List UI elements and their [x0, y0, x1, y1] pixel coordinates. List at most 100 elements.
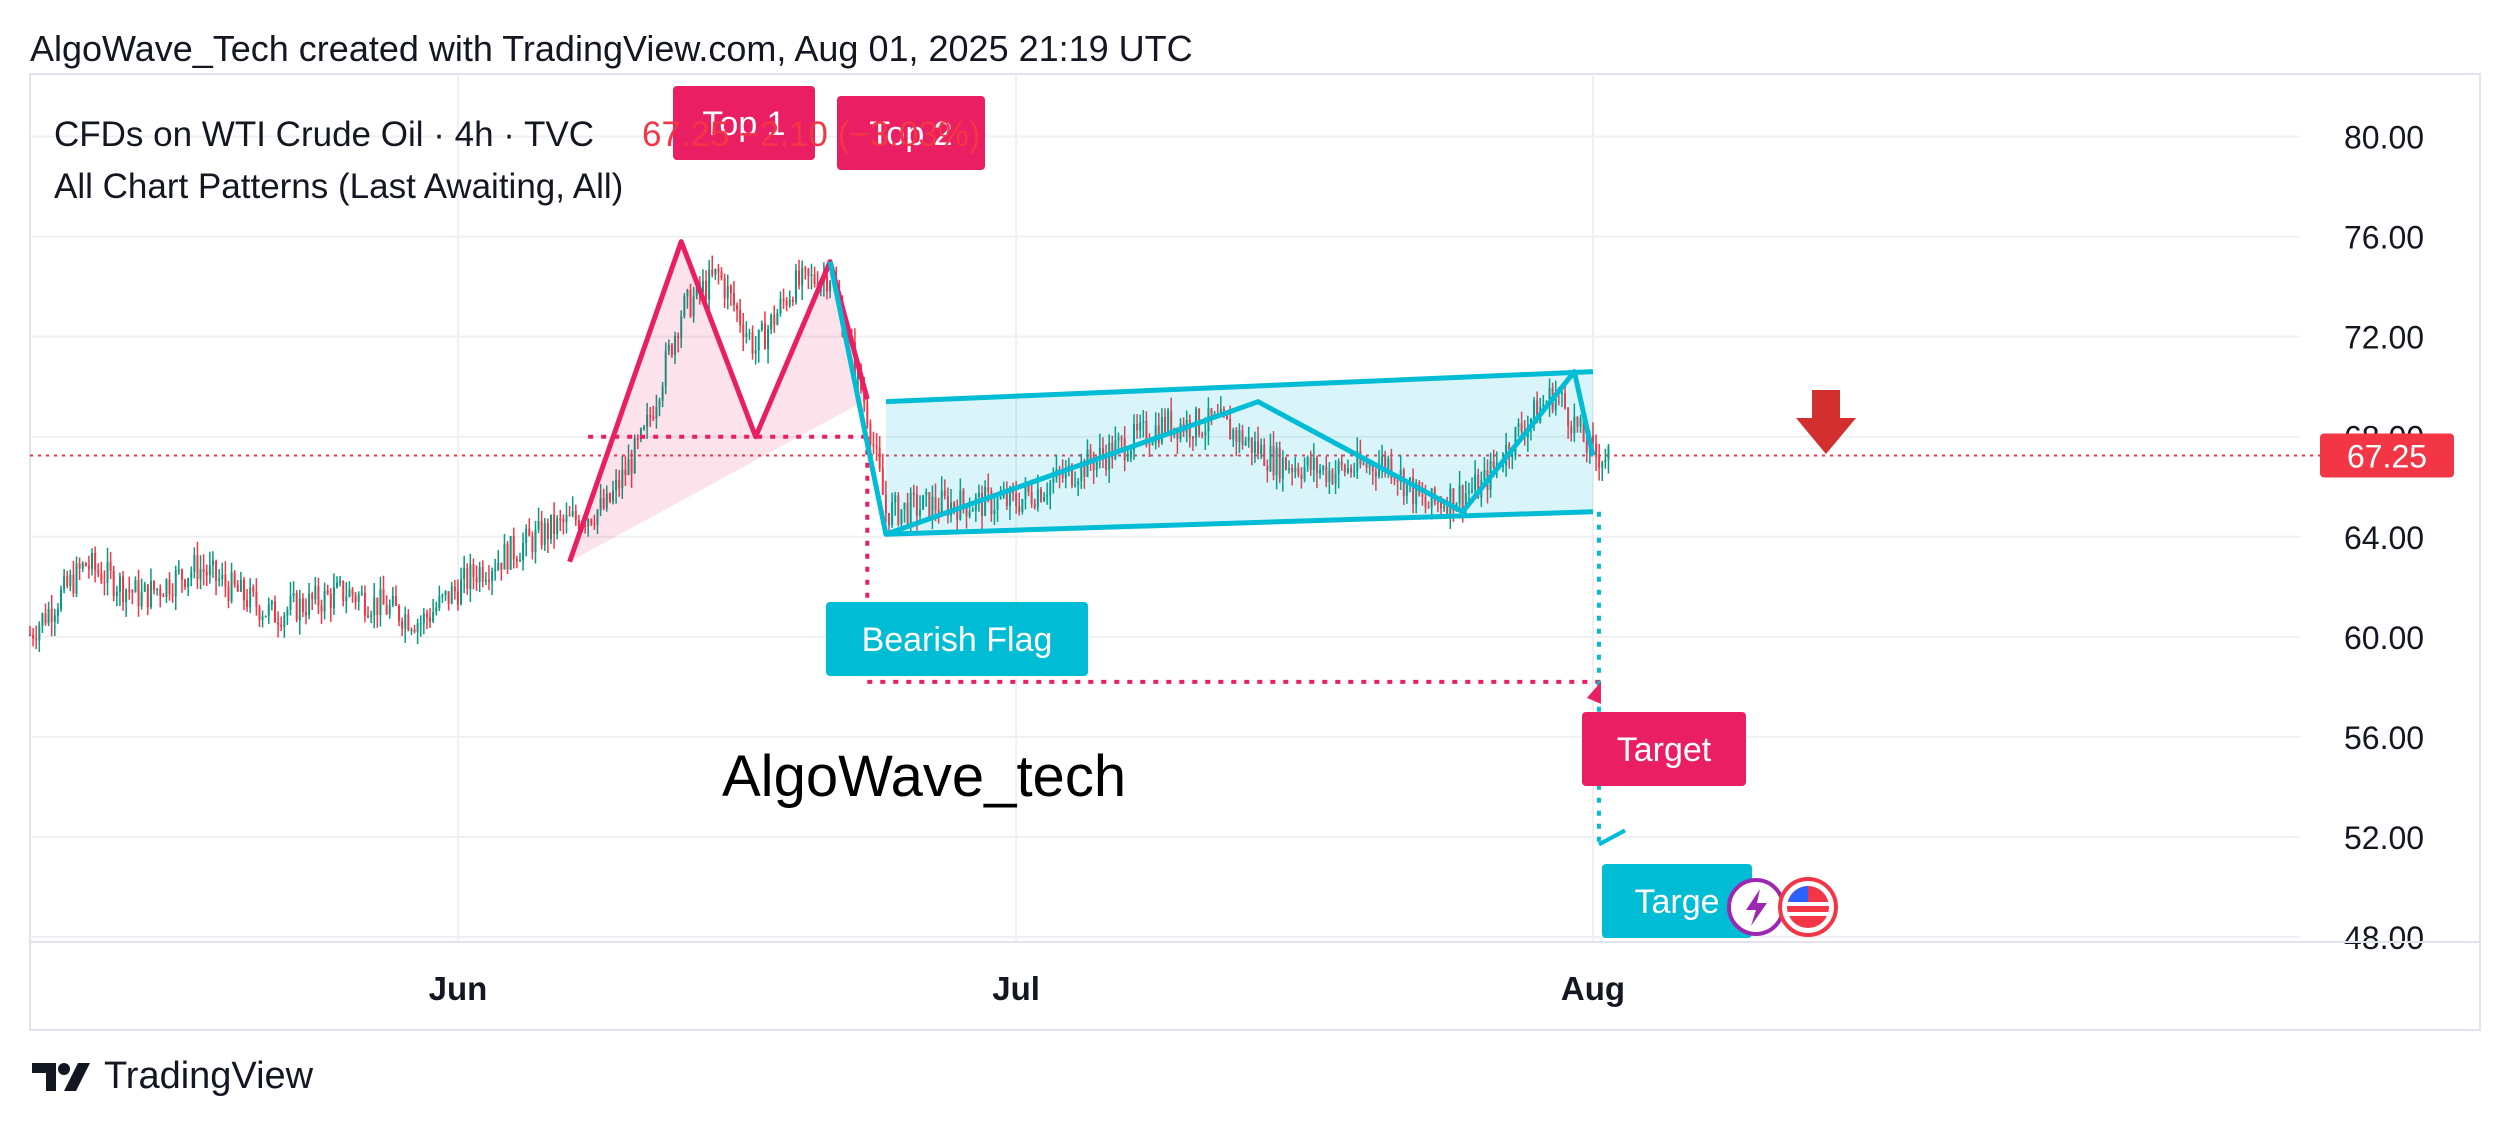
- top-1-label-box: [673, 86, 815, 160]
- candle-body: [1151, 443, 1154, 445]
- candle-body: [190, 572, 193, 579]
- candle-body: [525, 528, 528, 544]
- candle-body: [230, 572, 233, 602]
- candle-body: [1008, 488, 1011, 506]
- candle-body: [1421, 494, 1424, 497]
- candle-body: [965, 504, 968, 517]
- candle-body: [1340, 461, 1343, 466]
- candle-body: [115, 591, 118, 597]
- candle-body: [143, 584, 146, 592]
- candle-body: [1164, 417, 1166, 433]
- candle-body: [1464, 492, 1467, 509]
- flag-target-tick: [1598, 828, 1626, 847]
- candle-body: [100, 573, 103, 582]
- candle-body: [1229, 419, 1232, 440]
- candle-body: [1052, 478, 1055, 483]
- candle-body: [1585, 441, 1588, 453]
- candle-body: [348, 589, 351, 597]
- candle-body: [180, 569, 183, 580]
- candle-body: [1436, 502, 1439, 504]
- candle-body: [599, 498, 602, 511]
- candle-body: [47, 609, 50, 624]
- candle-body: [556, 518, 559, 535]
- candle-body: [1328, 470, 1331, 482]
- candle-body: [1517, 423, 1520, 428]
- candle-body: [193, 555, 196, 573]
- candle-body: [1191, 436, 1194, 439]
- candle-body: [1601, 462, 1604, 468]
- candle-body: [1390, 458, 1393, 479]
- candle-body: [739, 309, 742, 325]
- candle-body: [705, 281, 708, 300]
- flag-target-label: Targe: [1634, 883, 1719, 921]
- candle-body: [1567, 408, 1570, 427]
- candle-body: [382, 589, 385, 605]
- candle-body: [1467, 491, 1470, 493]
- candle-body: [50, 609, 53, 622]
- candle-body: [456, 591, 459, 605]
- candle-body: [202, 568, 205, 573]
- candle-body: [875, 445, 878, 448]
- candle-body: [1284, 457, 1287, 470]
- tradingview-brand[interactable]: TradingView: [104, 1055, 314, 1097]
- candle-body: [122, 576, 125, 602]
- candle-body: [252, 587, 255, 592]
- candle-body: [460, 579, 463, 605]
- candle-body: [242, 579, 245, 601]
- candle-body: [1483, 470, 1486, 481]
- y-tick-label: 52.00: [2344, 820, 2424, 856]
- candle-body: [773, 314, 776, 325]
- candle-body: [1591, 435, 1594, 444]
- us-flag-stripe: [1787, 902, 1829, 906]
- double-top-fill: [569, 241, 868, 562]
- candle-body: [425, 613, 428, 618]
- candle-body: [971, 509, 974, 512]
- candle-body: [1319, 469, 1322, 474]
- candle-body: [1337, 461, 1340, 474]
- flag-target-label-box: [1602, 864, 1752, 938]
- candle-body: [1374, 471, 1377, 477]
- y-tick-label: 72.00: [2344, 320, 2424, 356]
- candle-body: [1511, 455, 1514, 458]
- candle-body: [1452, 488, 1455, 511]
- candle-body: [342, 581, 345, 602]
- candle-body: [1272, 445, 1275, 476]
- candle-body: [171, 594, 174, 597]
- candle-body: [1257, 441, 1260, 454]
- candle-body: [630, 459, 633, 474]
- flag-upper-line: [885, 369, 1594, 405]
- candle-body: [931, 496, 934, 519]
- candle-body: [1309, 457, 1312, 470]
- candle-body: [791, 299, 794, 303]
- candle-body: [748, 332, 751, 335]
- candle-body: [615, 479, 618, 491]
- candle-body: [69, 574, 72, 587]
- candle-body: [649, 415, 652, 417]
- top-2-label: Top 2: [869, 115, 952, 153]
- candle-body: [872, 444, 875, 446]
- candle-body: [1250, 437, 1253, 453]
- candle-body: [308, 593, 311, 616]
- candle-body: [432, 611, 435, 622]
- candle-body: [937, 509, 940, 513]
- candle-body: [506, 543, 509, 570]
- tradingview-logo-icon[interactable]: [30, 1059, 92, 1095]
- candle-body: [884, 494, 887, 514]
- candle-body: [534, 529, 537, 552]
- double-top-target-label: Target: [1617, 731, 1712, 769]
- candle-body: [149, 581, 152, 608]
- candle-body: [239, 579, 242, 592]
- candle-body: [339, 581, 342, 583]
- candle-body: [1219, 408, 1222, 416]
- candle-body: [1554, 392, 1557, 411]
- candle-body: [695, 282, 698, 297]
- target-pointer: [1586, 681, 1601, 704]
- candle-body: [919, 509, 922, 516]
- candle-body: [410, 629, 413, 632]
- candle-body: [785, 300, 788, 306]
- candle-body: [1148, 443, 1151, 446]
- candle-body: [1356, 451, 1359, 472]
- candle-body: [888, 513, 891, 526]
- candle-body: [497, 562, 500, 570]
